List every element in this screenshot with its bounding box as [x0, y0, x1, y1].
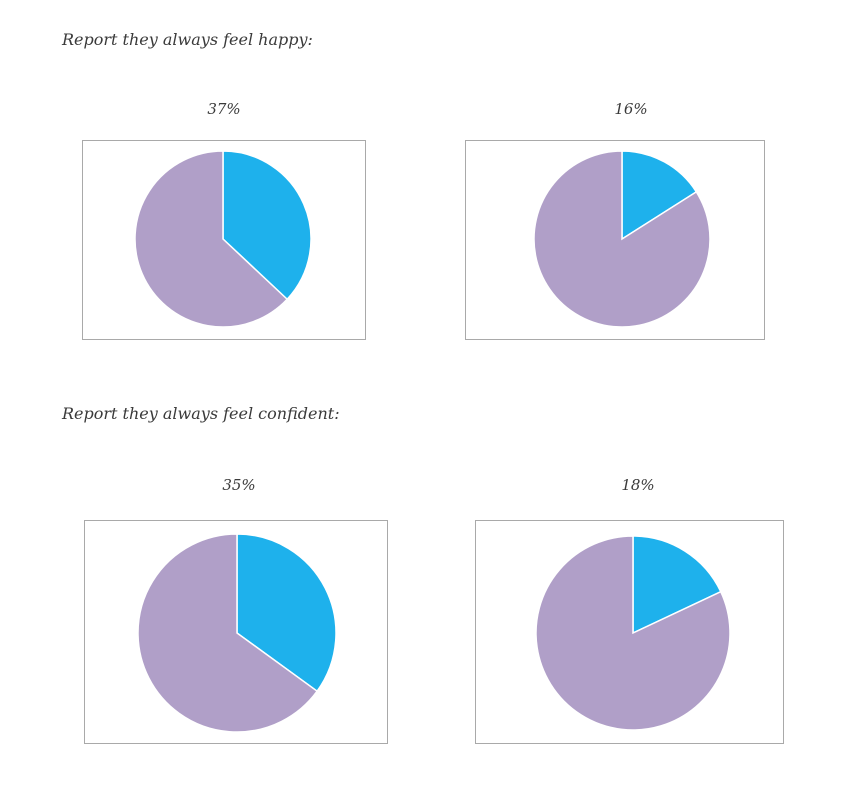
pie-slice-highlight	[236, 533, 337, 693]
pie-frame-happy-b	[465, 140, 765, 340]
pie-frame-confident-b	[475, 520, 784, 744]
pie-slice-highlight	[222, 150, 312, 301]
pie-frame-confident-a	[84, 520, 388, 744]
pie-slice-highlight	[621, 150, 698, 241]
section-heading-happy: Report they always feel happy:	[62, 30, 313, 49]
pie-slice-highlight	[632, 535, 722, 635]
pie-chart-happy-b	[533, 150, 711, 328]
pie-title-happy-b: 16%	[614, 100, 648, 118]
pie-slice-remainder	[134, 150, 289, 328]
pie-title-happy-a: 37%	[207, 100, 241, 118]
pie-slice-remainder	[533, 150, 711, 328]
pie-slice-remainder	[137, 533, 319, 733]
section-heading-confident: Report they always feel confident:	[62, 404, 340, 423]
pie-chart-happy-a	[134, 150, 312, 328]
pie-chart-confident-b	[535, 535, 731, 731]
pie-title-confident-a: 35%	[222, 476, 256, 494]
pie-title-confident-b: 18%	[621, 476, 655, 494]
pie-slice-remainder	[535, 535, 731, 731]
pie-frame-happy-a	[82, 140, 366, 340]
pie-chart-confident-a	[137, 533, 337, 733]
